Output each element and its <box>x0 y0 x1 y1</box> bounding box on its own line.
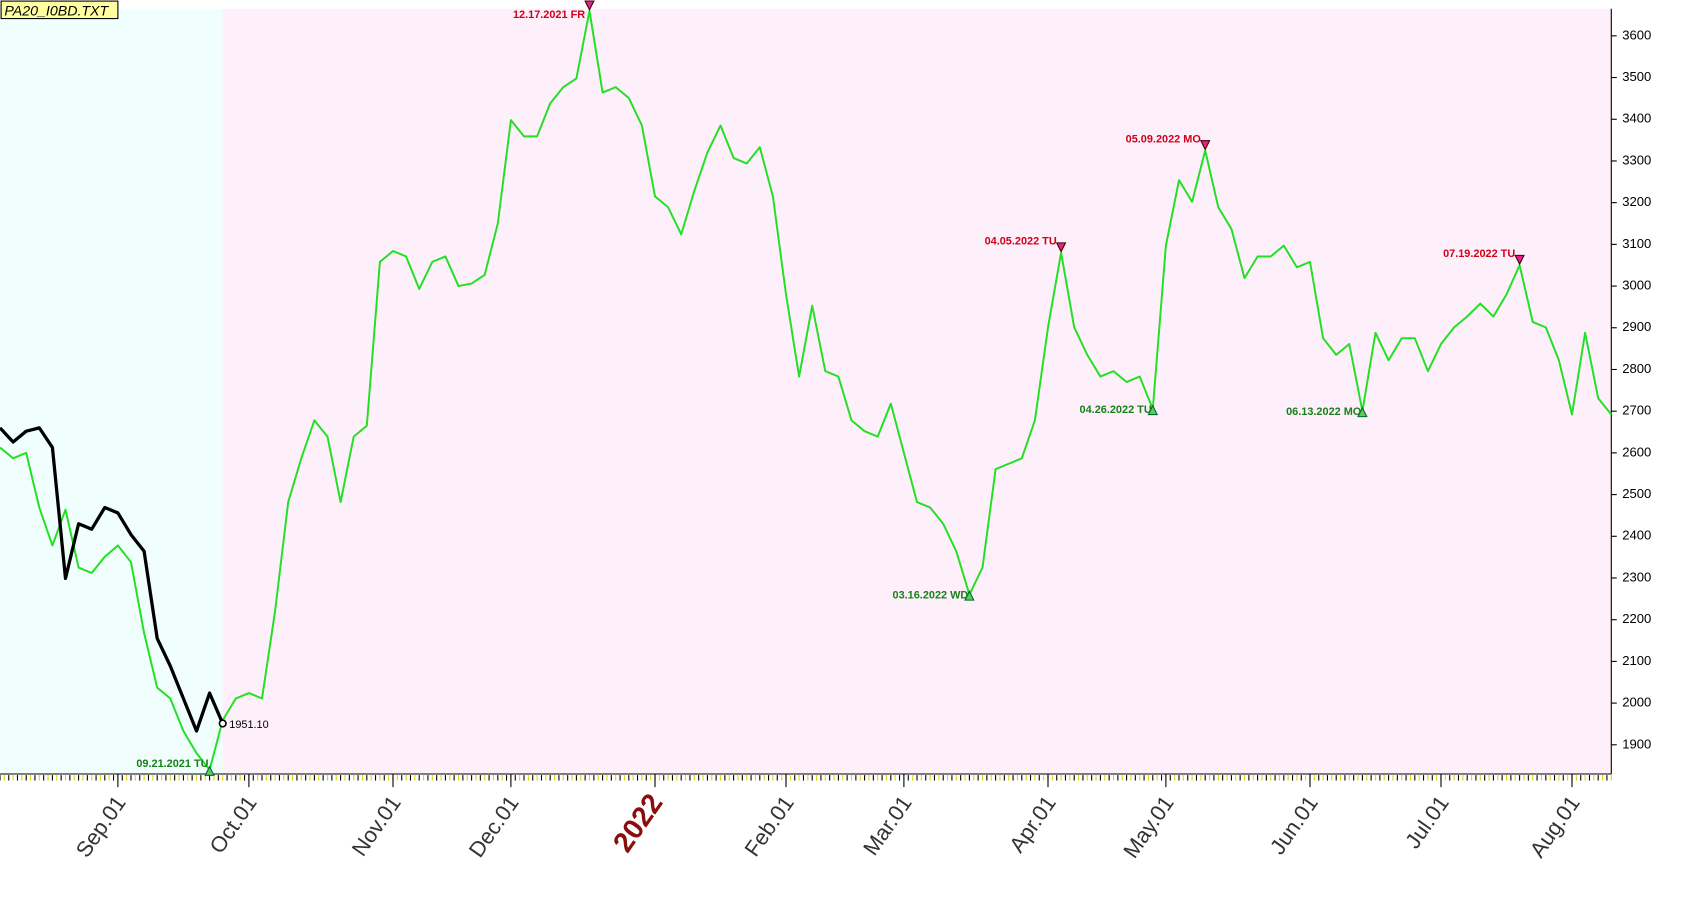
y-tick-label: 2800 <box>1622 361 1651 376</box>
y-tick-label: 3500 <box>1622 69 1651 84</box>
y-tick-label: 2000 <box>1622 695 1651 710</box>
chart-title: PA20_I0BD.TXT <box>4 3 109 19</box>
high-marker <box>584 0 595 11</box>
x-tick-label: Jun.01 <box>1265 791 1323 859</box>
x-tick-label: Jul.01 <box>1400 791 1454 853</box>
low-marker <box>204 765 215 776</box>
value-label: 1951.10 <box>229 719 268 731</box>
annotation: 09.21.2021 TU <box>136 758 208 770</box>
x-tick-label: Feb.01 <box>739 791 798 861</box>
forecast-background <box>222 8 1612 774</box>
low-marker <box>964 590 975 601</box>
annotation: 04.26.2022 TU <box>1080 404 1152 416</box>
x-tick-label: May.01 <box>1118 791 1179 863</box>
y-tick-label: 2300 <box>1622 569 1651 584</box>
y-tick-label: 3400 <box>1622 111 1651 126</box>
low-marker <box>1147 404 1159 416</box>
annotation: 05.09.2022 MO <box>1126 133 1202 145</box>
y-tick-label: 2500 <box>1622 486 1651 501</box>
y-tick-label: 2400 <box>1622 528 1651 543</box>
x-tick-label: Sep.01 <box>71 791 131 862</box>
series-line <box>0 426 225 733</box>
y-tick-label: 3600 <box>1622 27 1651 42</box>
series-line <box>0 9 1613 771</box>
x-tick-label: 2022 <box>607 788 669 858</box>
high-marker <box>1514 254 1525 266</box>
y-tick-label: 3000 <box>1622 278 1651 293</box>
x-tick-label: Oct.01 <box>204 791 261 858</box>
x-tick-label: Apr.01 <box>1004 791 1061 857</box>
low-marker <box>1357 406 1368 418</box>
annotation: 03.16.2022 WD <box>893 590 969 602</box>
annotation: 12.17.2021 FR <box>513 9 585 21</box>
y-tick-label: 2600 <box>1622 444 1651 459</box>
y-tick-label: 2700 <box>1622 403 1651 418</box>
x-tick-label: Aug.01 <box>1525 791 1585 862</box>
y-tick-label: 3100 <box>1622 236 1651 251</box>
x-tick-label: Mar.01 <box>858 791 917 860</box>
y-tick-label: 3200 <box>1622 194 1651 209</box>
end-point <box>218 719 227 728</box>
title-box <box>0 0 119 20</box>
y-tick-label: 1900 <box>1622 736 1651 751</box>
y-tick-label: 2200 <box>1622 611 1651 626</box>
x-tick-label: Nov.01 <box>347 791 406 861</box>
high-marker <box>1199 140 1211 151</box>
y-tick-label: 2900 <box>1622 319 1651 334</box>
high-marker <box>1055 242 1067 253</box>
annotation: 06.13.2022 MO <box>1286 406 1362 418</box>
history-background <box>0 8 223 774</box>
annotation: 04.05.2022 TU <box>985 236 1057 248</box>
y-tick-label: 3300 <box>1622 152 1651 167</box>
x-tick-label: Dec.01 <box>464 791 524 862</box>
y-tick-label: 2100 <box>1622 653 1651 668</box>
annotation: 07.19.2022 TU <box>1443 248 1515 260</box>
